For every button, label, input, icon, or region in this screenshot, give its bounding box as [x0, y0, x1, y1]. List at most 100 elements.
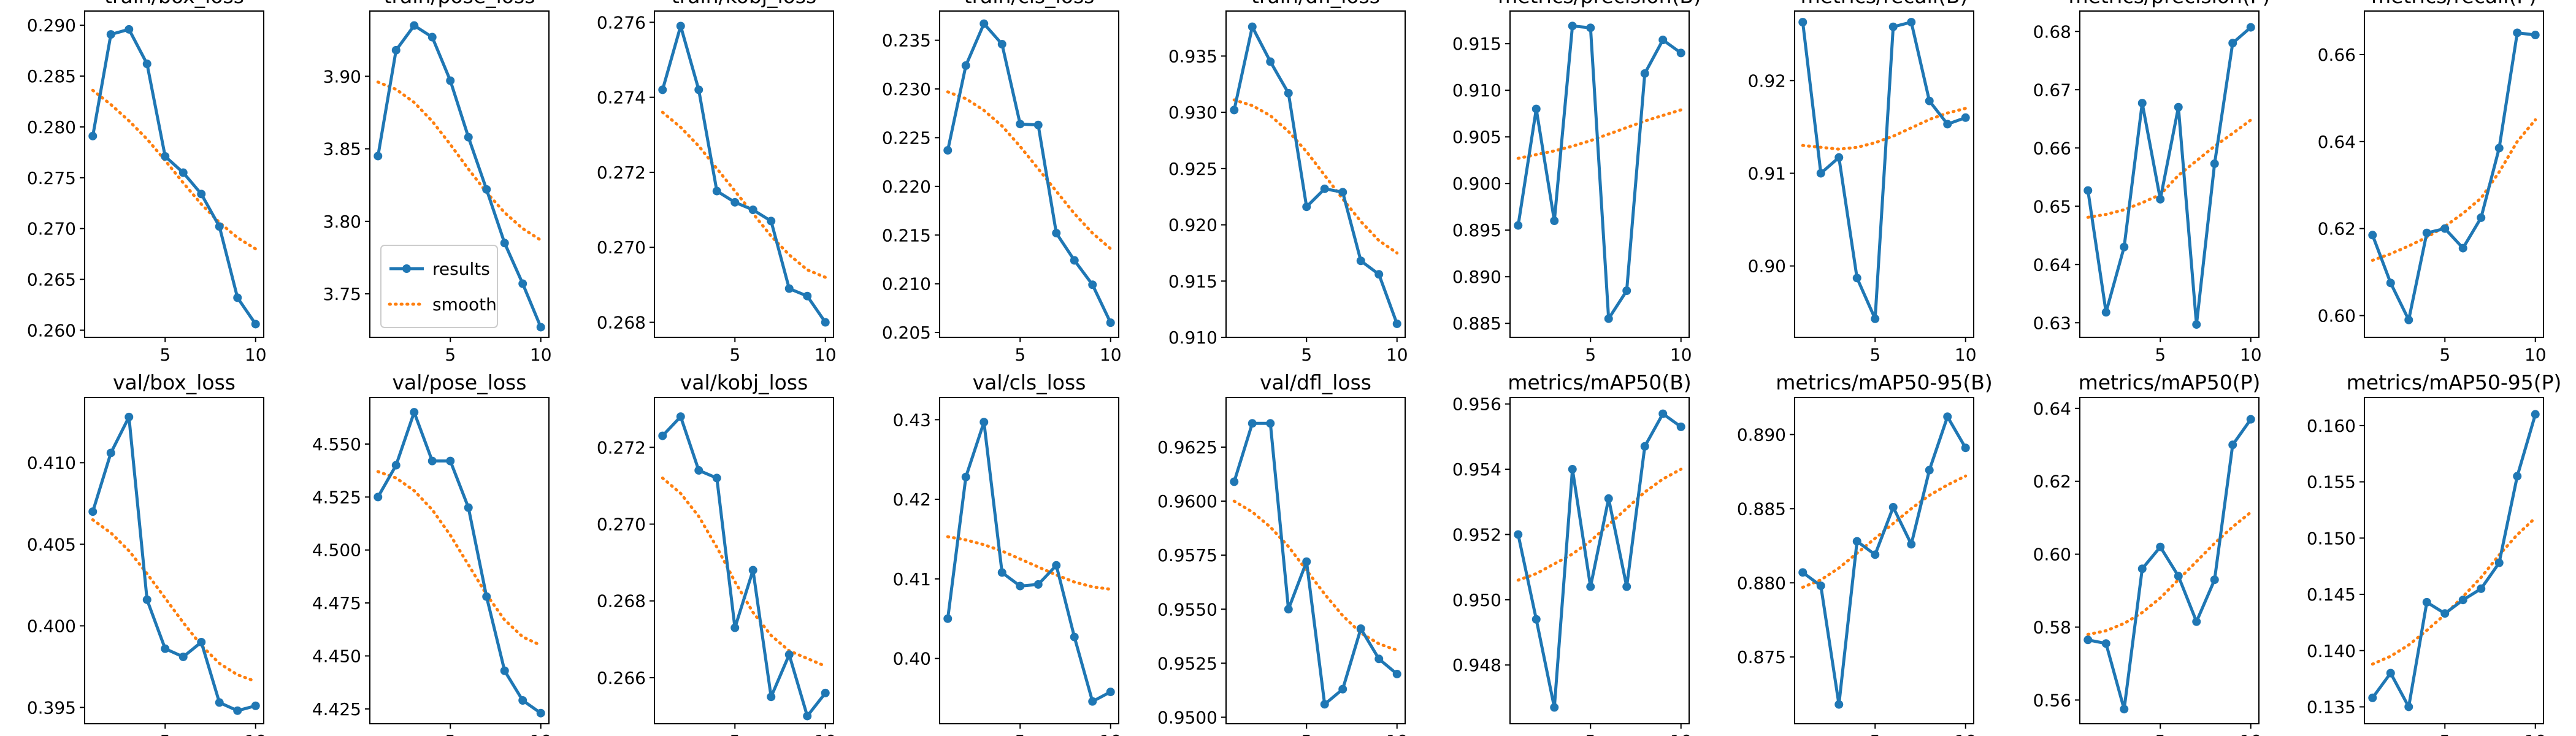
results-data-point: [2477, 213, 2486, 222]
results-data-point: [410, 408, 419, 417]
results-data-point: [712, 473, 721, 483]
results-data-point: [1640, 442, 1649, 451]
y-tick-label: 0.40: [893, 649, 931, 669]
y-tick-label: 0.66: [2318, 45, 2356, 65]
y-tick-label: 0.64: [2033, 399, 2071, 419]
results-series-line: [1232, 421, 1398, 706]
results-data-point: [233, 706, 242, 715]
chart-title: train/dfl_loss: [1251, 0, 1380, 8]
results-data-point: [2192, 617, 2201, 626]
y-tick-label: 4.450: [312, 646, 361, 666]
results-data-point: [1907, 18, 1916, 27]
results-data-point: [2228, 39, 2237, 48]
chart-title: train/cls_loss: [964, 0, 1095, 8]
chart-panel: val/pose_loss 4.425 4.450 4.475 4.500 4.525 4.…: [312, 370, 552, 736]
results-data-point: [748, 205, 757, 215]
results-data-point: [251, 320, 260, 329]
y-tick-label: 0.900: [1452, 174, 1501, 194]
plot-frame: [939, 10, 1119, 338]
results-data-point: [2083, 635, 2093, 645]
results-data-point: [197, 638, 206, 646]
x-tick-label: 5: [159, 345, 171, 365]
chart-panel: val/cls_loss 0.40 0.41 0.42 0.43 5 10: [893, 370, 1122, 736]
results-data-point: [2494, 144, 2504, 153]
results-data-point: [1374, 654, 1384, 664]
results-data-point: [748, 565, 757, 575]
x-tick-label: 5: [1014, 731, 1025, 736]
chart-title: metrics/recall(P): [2371, 0, 2537, 8]
plot-frame: [654, 10, 834, 338]
results-data-point: [1961, 443, 1970, 453]
results-data-point: [1888, 22, 1898, 31]
results-data-point: [1284, 88, 1293, 98]
results-data-point: [1033, 120, 1043, 129]
results-data-point: [1016, 120, 1025, 129]
y-tick-label: 0.950: [1452, 590, 1501, 610]
y-tick-label: 0.280: [27, 117, 76, 137]
results-data-point: [2120, 242, 2129, 251]
x-tick-label: 5: [1585, 731, 1596, 736]
y-tick-label: 0.9600: [1157, 491, 1217, 512]
results-data-point: [1834, 153, 1844, 162]
x-tick-label: 5: [1301, 731, 1312, 736]
y-tick-label: 0.160: [2307, 416, 2356, 436]
results-data-point: [1320, 184, 1329, 193]
x-tick-label: 5: [1301, 345, 1312, 365]
plot-frame: [1509, 397, 1690, 724]
results-data-point: [500, 239, 509, 248]
results-data-point: [1925, 96, 1934, 105]
chart-panel: train/kobj_loss 0.268 0.270 0.272 0.274 0.276…: [597, 0, 837, 365]
y-tick-label: 0.400: [27, 616, 76, 636]
results-data-point: [1230, 105, 1239, 115]
smooth-series-line: [661, 110, 827, 279]
results-data-point: [1514, 530, 1523, 539]
y-tick-label: 0.210: [882, 274, 931, 294]
y-tick-label: 0.66: [2033, 138, 2071, 158]
results-data-point: [1852, 274, 1861, 283]
y-tick-label: 0.920: [1168, 215, 1217, 236]
results-data-point: [1070, 632, 1079, 642]
results-data-point: [1961, 113, 1970, 122]
results-data-point: [2101, 639, 2110, 648]
results-data-point: [410, 21, 419, 30]
y-tick-label: 0.90: [1748, 256, 1786, 277]
results-data-point: [658, 431, 667, 440]
x-tick-label: 5: [159, 731, 171, 736]
chart-title: val/dfl_loss: [1260, 370, 1371, 394]
results-data-point: [88, 131, 98, 140]
x-tick-label: 5: [445, 731, 456, 736]
plot-frame: [2364, 397, 2544, 724]
results-data-point: [1871, 550, 1880, 559]
results-data-point: [482, 185, 491, 194]
y-tick-label: 0.58: [2033, 617, 2071, 637]
results-data-point: [161, 151, 170, 161]
results-data-point: [2174, 102, 2183, 112]
results-data-point: [464, 132, 473, 142]
x-tick-label: 10: [245, 731, 267, 736]
results-data-point: [2156, 194, 2165, 204]
results-data-point: [2477, 584, 2486, 593]
results-data-point: [997, 568, 1006, 577]
results-data-point: [106, 448, 115, 458]
y-tick-label: 0.60: [2033, 545, 2071, 565]
chart-title: train/box_loss: [104, 0, 244, 8]
y-tick-label: 3.90: [323, 66, 361, 86]
y-tick-label: 0.890: [1737, 424, 1786, 445]
y-tick-label: 0.155: [2307, 472, 2356, 493]
legend: results smooth: [380, 245, 498, 328]
results-data-point: [1016, 581, 1025, 591]
chart-title: metrics/mAP50(P): [2079, 370, 2261, 394]
chart-title: metrics/mAP50-95(P): [2347, 370, 2562, 394]
results-data-point: [2531, 31, 2540, 40]
results-series-line: [661, 415, 827, 718]
plot-frame: [2079, 397, 2260, 724]
results-data-point: [106, 30, 115, 39]
y-tick-label: 0.272: [597, 437, 646, 458]
results-data-point: [1568, 21, 1577, 31]
y-tick-label: 0.62: [2318, 219, 2356, 239]
y-tick-label: 3.85: [323, 139, 361, 159]
plot-frame: [369, 10, 550, 338]
y-tick-label: 0.9550: [1157, 599, 1217, 619]
chart-title: val/kobj_loss: [680, 370, 808, 394]
y-tick-label: 0.135: [2307, 697, 2356, 717]
